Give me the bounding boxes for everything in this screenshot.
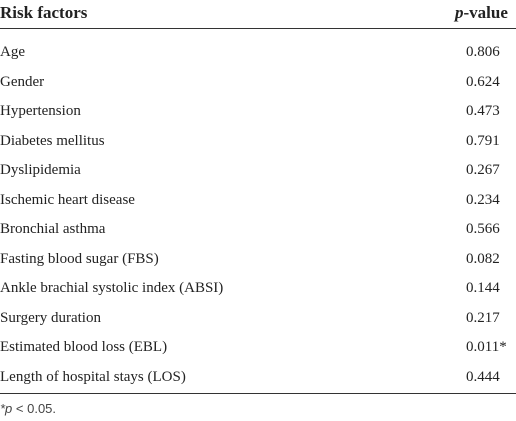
- p-value: 0.011*: [466, 339, 507, 355]
- p-value: 0.234: [466, 191, 500, 208]
- risk-factor: Bronchial asthma: [0, 221, 106, 237]
- header-cell: Risk factors: [0, 3, 88, 22]
- risk-factor: Estimated blood loss (EBL): [0, 339, 168, 355]
- risk-factor: Fasting blood sugar (FBS): [0, 250, 159, 267]
- bottom-rule: [0, 393, 516, 394]
- p-value: 0.217: [466, 309, 500, 326]
- p-value: 0.806: [466, 44, 500, 60]
- p-value: 0.082: [466, 250, 500, 267]
- p-value: 0.267: [466, 162, 500, 178]
- p-value: 0.444: [466, 368, 500, 385]
- risk-factor: Age: [0, 44, 25, 60]
- risk-factor: Ischemic heart disease: [0, 191, 135, 208]
- risk-factor: Dyslipidemia: [0, 162, 81, 178]
- header-cell: p-value: [455, 3, 508, 22]
- footnote: *p < 0.05.: [0, 401, 57, 416]
- risk-factor: Surgery duration: [0, 309, 101, 326]
- risk-factor: Length of hospital stays (LOS): [0, 368, 186, 385]
- risk-factor: Ankle brachial systolic index (ABSI): [0, 280, 224, 296]
- risk-factor: Diabetes mellitus: [0, 132, 105, 149]
- risk-factor: Gender: [0, 73, 45, 90]
- p-value: 0.144: [466, 280, 500, 296]
- p-value: 0.624: [466, 73, 500, 90]
- p-value: 0.566: [466, 221, 500, 237]
- p-value: 0.791: [466, 132, 500, 149]
- p-value: 0.473: [466, 103, 500, 119]
- header-rule: [0, 28, 516, 29]
- risk-factor: Hypertension: [0, 103, 81, 119]
